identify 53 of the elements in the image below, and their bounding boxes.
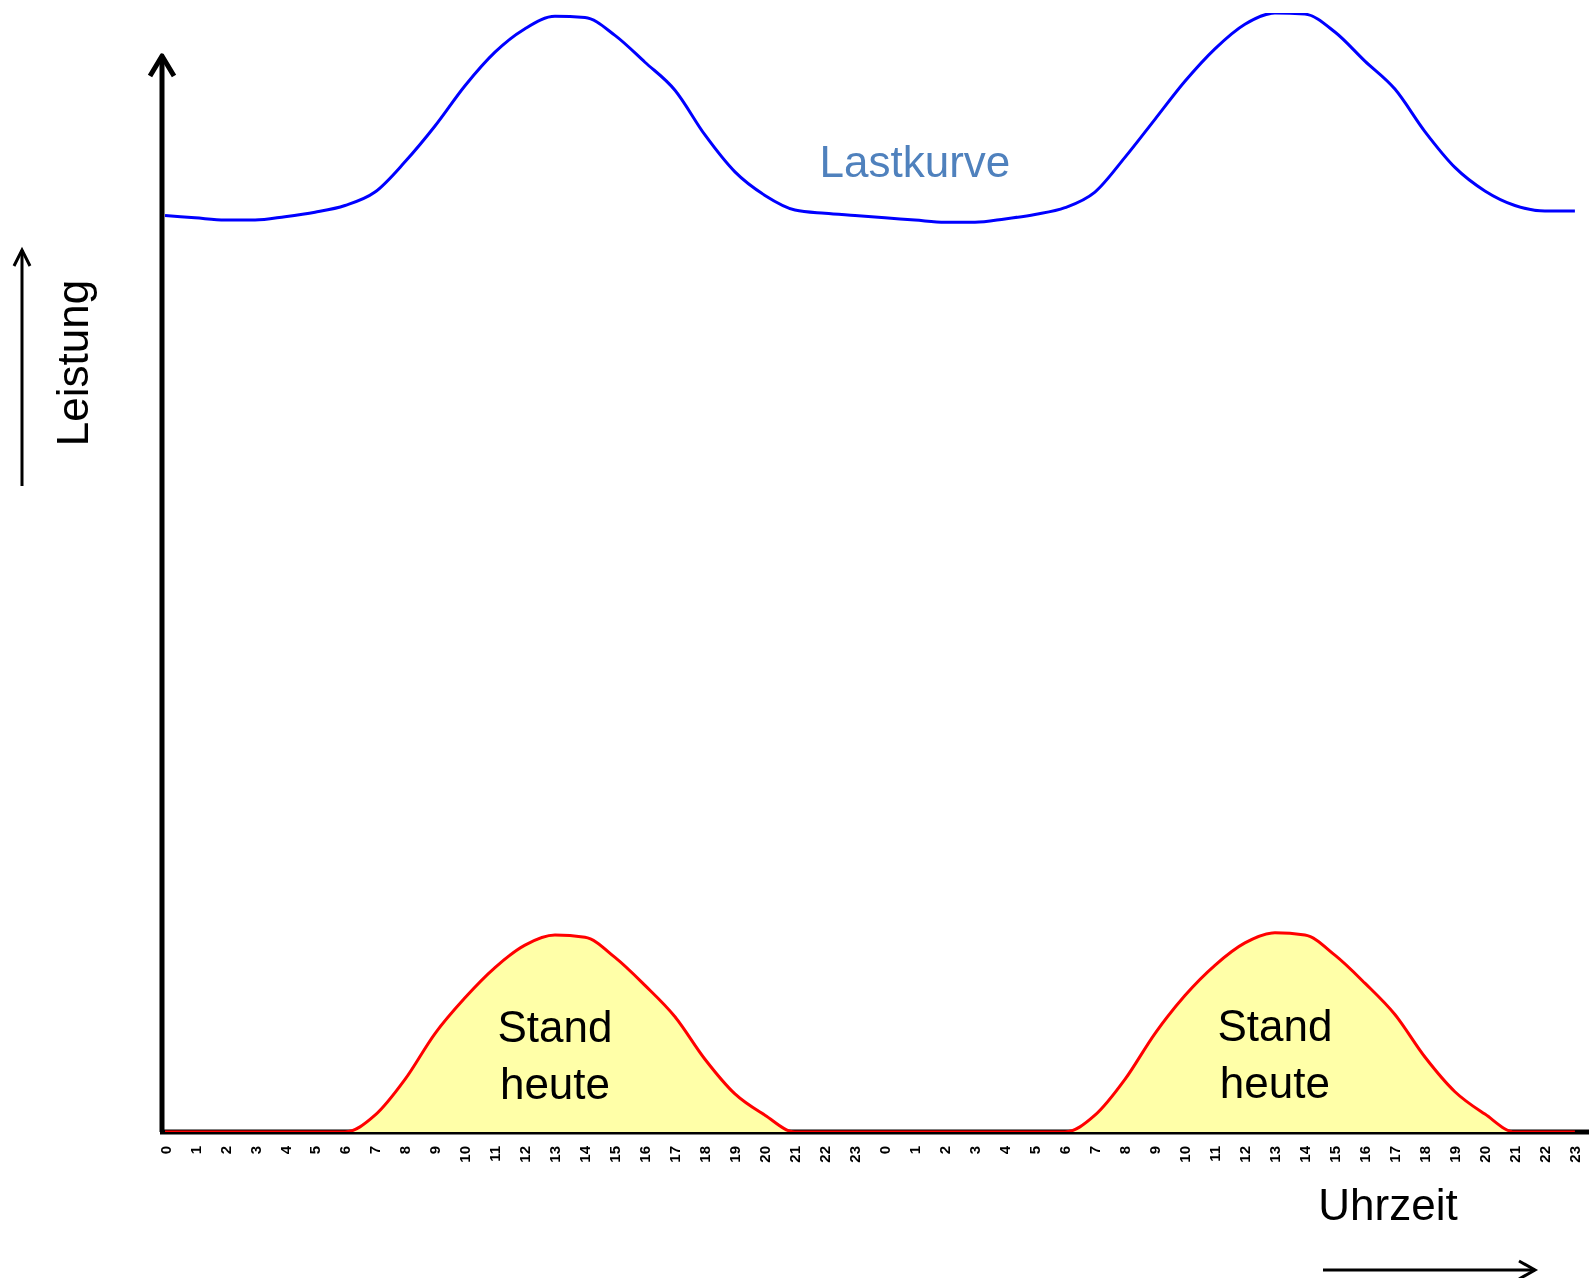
x-tick-label: 8 — [396, 1146, 414, 1155]
x-tick-label: 6 — [336, 1146, 354, 1155]
x-tick-label: 15 — [606, 1146, 624, 1163]
x-tick-label: 3 — [246, 1146, 264, 1155]
x-tick-label: 0 — [156, 1146, 174, 1155]
x-tick-label: 12 — [516, 1146, 534, 1163]
x-tick-label: 16 — [1356, 1146, 1374, 1163]
x-tick-label: 18 — [1416, 1146, 1434, 1163]
x-tick-label: 11 — [486, 1146, 504, 1162]
x-tick-label: 4 — [276, 1145, 294, 1155]
x-tick-label: 7 — [1086, 1146, 1104, 1155]
x-tick-label: 16 — [636, 1146, 654, 1163]
annotation: Stand heute — [1217, 1001, 1333, 1108]
x-tick-label: 18 — [696, 1146, 714, 1163]
series-label: Lastkurve — [819, 137, 1011, 187]
annotation: Stand heute — [497, 1002, 613, 1109]
x-tick-label: 21 — [786, 1146, 804, 1163]
x-tick-label: 9 — [1146, 1146, 1164, 1155]
x-tick-label: 8 — [1116, 1146, 1134, 1155]
x-tick-label: 17 — [666, 1146, 684, 1163]
x-tick-label: 21 — [1506, 1146, 1524, 1163]
x-tick-label: 23 — [1566, 1146, 1584, 1163]
x-tick-label: 14 — [576, 1145, 594, 1163]
x-tick-label: 22 — [816, 1146, 834, 1163]
x-tick-label: 22 — [1536, 1146, 1554, 1163]
x-tick-label: 13 — [1266, 1146, 1284, 1163]
x-tick-label: 15 — [1326, 1146, 1344, 1163]
x-tick-label: 11 — [1206, 1146, 1224, 1162]
x-tick-label: 2 — [936, 1146, 954, 1155]
y-axis-title: Leistung — [48, 279, 97, 447]
x-tick-label: 4 — [996, 1145, 1014, 1155]
x-tick-label: 0 — [876, 1146, 894, 1155]
x-tick-label: 12 — [1236, 1146, 1254, 1163]
x-tick-label: 13 — [546, 1146, 564, 1163]
x-tick-label: 23 — [846, 1146, 864, 1163]
x-tick-label: 9 — [426, 1146, 444, 1155]
x-tick-label: 5 — [1026, 1146, 1044, 1155]
x-tick-label: 10 — [456, 1146, 474, 1163]
x-tick-label: 14 — [1296, 1145, 1314, 1163]
x-tick-label: 6 — [1056, 1146, 1074, 1155]
x-tick-label: 17 — [1386, 1146, 1404, 1163]
x-tick-label: 10 — [1176, 1146, 1194, 1163]
x-tick-label: 5 — [306, 1146, 324, 1155]
x-tick-label: 7 — [366, 1146, 384, 1155]
x-tick-label: 20 — [756, 1146, 774, 1163]
x-tick-label: 19 — [726, 1146, 744, 1163]
x-axis-title: Uhrzeit — [1318, 1180, 1458, 1229]
x-tick-label: 3 — [966, 1146, 984, 1155]
x-tick-label: 1 — [186, 1146, 204, 1155]
x-tick-label: 1 — [906, 1146, 924, 1155]
x-tick-label: 19 — [1446, 1146, 1464, 1163]
x-tick-label: 20 — [1476, 1146, 1494, 1163]
x-tick-label: 2 — [216, 1146, 234, 1155]
